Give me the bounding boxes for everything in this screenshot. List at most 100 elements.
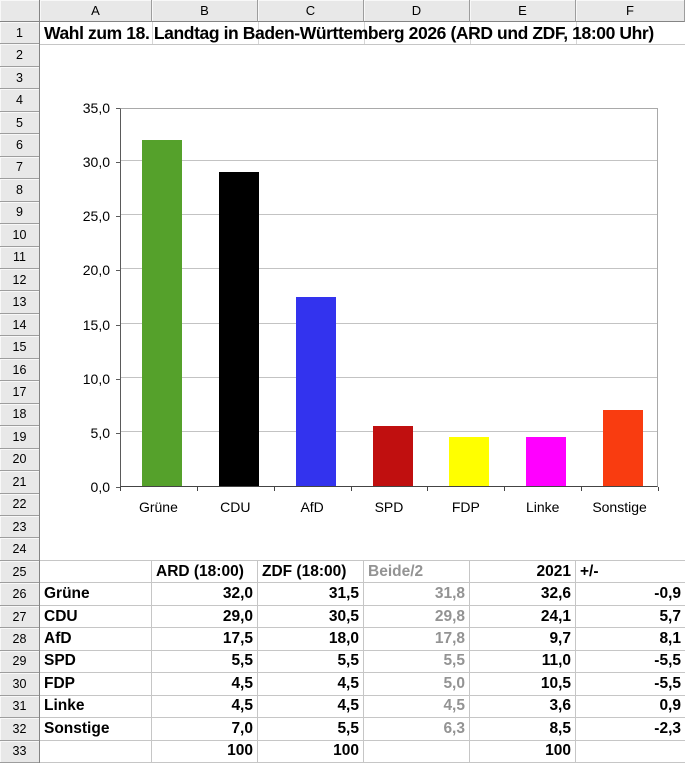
cell-D25[interactable]: Beide/2 — [364, 561, 470, 584]
row-header-11[interactable]: 11 — [0, 247, 39, 269]
row-header-22[interactable]: 22 — [0, 494, 39, 516]
cell-B26[interactable]: 32,0 — [152, 583, 258, 606]
cell-C31[interactable]: 4,5 — [258, 695, 364, 719]
cell-B32[interactable]: 7,0 — [152, 718, 258, 741]
bar-cdu[interactable] — [218, 171, 259, 486]
row-header-25[interactable]: 25 — [0, 561, 39, 584]
row-header-12[interactable]: 12 — [0, 269, 39, 292]
row-header-5[interactable]: 5 — [0, 112, 39, 135]
row-header-21[interactable]: 21 — [0, 471, 39, 494]
row-header-20[interactable]: 20 — [0, 449, 39, 472]
cell-D32[interactable]: 6,3 — [364, 718, 470, 741]
cell-B30[interactable]: 4,5 — [152, 673, 258, 696]
cell-B33[interactable]: 100 — [152, 740, 258, 763]
cell-D26[interactable]: 31,8 — [364, 583, 470, 606]
cell-F32[interactable]: -2,3 — [576, 718, 685, 741]
cell-F26[interactable]: -0,9 — [576, 583, 685, 606]
cell-B31[interactable]: 4,5 — [152, 695, 258, 719]
cell-C28[interactable]: 18,0 — [258, 628, 364, 651]
row-header-23[interactable]: 23 — [0, 516, 39, 539]
cell-E25[interactable]: 2021 — [470, 561, 576, 584]
row-header-8[interactable]: 8 — [0, 179, 39, 202]
row-header-33[interactable]: 33 — [0, 741, 39, 763]
row-header-30[interactable]: 30 — [0, 673, 39, 696]
row-header-2[interactable]: 2 — [0, 44, 39, 67]
row-header-24[interactable]: 24 — [0, 538, 39, 561]
row-header-19[interactable]: 19 — [0, 426, 39, 449]
row-header-28[interactable]: 28 — [0, 628, 39, 651]
cell-D27[interactable]: 29,8 — [364, 605, 470, 629]
row-header-9[interactable]: 9 — [0, 202, 39, 225]
cell-A30[interactable]: FDP — [40, 673, 152, 696]
cell-F25[interactable]: +/- — [576, 561, 685, 584]
row-header-14[interactable]: 14 — [0, 314, 39, 337]
row-header-13[interactable]: 13 — [0, 291, 39, 314]
column-header-C[interactable]: C — [258, 0, 364, 22]
column-header-B[interactable]: B — [152, 0, 258, 22]
row-header-15[interactable]: 15 — [0, 336, 39, 359]
row-header-27[interactable]: 27 — [0, 606, 39, 629]
cell-D29[interactable]: 5,5 — [364, 650, 470, 674]
cell-E33[interactable]: 100 — [470, 740, 576, 763]
cell-E28[interactable]: 9,7 — [470, 628, 576, 651]
row-header-6[interactable]: 6 — [0, 134, 39, 157]
election-bar-chart[interactable]: 0,0 5,0 10,0 15,0 20,0 25,0 30,0 35,0 Grüne CDU Af… — [40, 45, 685, 561]
cell-A33[interactable] — [40, 740, 152, 763]
cell-C25[interactable]: ZDF (18:00) — [258, 561, 364, 584]
select-all-corner[interactable] — [0, 0, 40, 22]
row-header-7[interactable]: 7 — [0, 157, 39, 180]
row-header-16[interactable]: 16 — [0, 359, 39, 382]
cell-B27[interactable]: 29,0 — [152, 605, 258, 629]
row-header-31[interactable]: 31 — [0, 696, 39, 719]
cell-E29[interactable]: 11,0 — [470, 650, 576, 674]
cell-F31[interactable]: 0,9 — [576, 696, 685, 719]
row-header-29[interactable]: 29 — [0, 651, 39, 674]
column-header-D[interactable]: D — [364, 0, 470, 22]
bar-afd[interactable] — [295, 296, 336, 486]
row-header-18[interactable]: 18 — [0, 404, 39, 427]
cell-C30[interactable]: 4,5 — [258, 673, 364, 696]
cell-E32[interactable]: 8,5 — [470, 718, 576, 741]
row-header-17[interactable]: 17 — [0, 381, 39, 404]
bar-sonstige[interactable] — [603, 410, 644, 486]
cell-E26[interactable]: 32,6 — [470, 583, 576, 606]
column-header-F[interactable]: F — [576, 0, 685, 22]
bar-linke[interactable] — [526, 437, 567, 486]
row-header-26[interactable]: 26 — [0, 583, 39, 606]
row-header-32[interactable]: 32 — [0, 718, 39, 741]
bar-grüne[interactable] — [142, 139, 182, 486]
cell-F29[interactable]: -5,5 — [576, 651, 685, 674]
cell-E30[interactable]: 10,5 — [470, 673, 576, 696]
sheet-title[interactable]: Wahl zum 18. Landtag in Baden-Württember… — [44, 23, 654, 43]
cell-F27[interactable]: 5,7 — [576, 606, 685, 629]
cell-B29[interactable]: 5,5 — [152, 650, 258, 674]
row-header-1[interactable]: 1 — [0, 22, 39, 45]
cell-D31[interactable]: 4,5 — [364, 695, 470, 719]
cell-C26[interactable]: 31,5 — [258, 583, 364, 606]
cell-C33[interactable]: 100 — [258, 740, 364, 763]
bar-fdp[interactable] — [449, 437, 490, 486]
cell-B28[interactable]: 17,5 — [152, 628, 258, 651]
cell-C27[interactable]: 30,5 — [258, 605, 364, 629]
bar-spd[interactable] — [372, 426, 413, 486]
cell-E31[interactable]: 3,6 — [470, 695, 576, 719]
column-header-E[interactable]: E — [470, 0, 576, 22]
cell-A29[interactable]: SPD — [40, 650, 152, 674]
cell-A31[interactable]: Linke — [40, 695, 152, 719]
cell-A26[interactable]: Grüne — [40, 583, 152, 606]
cell-F28[interactable]: 8,1 — [576, 628, 685, 651]
cell-A28[interactable]: AfD — [40, 628, 152, 651]
cell-C29[interactable]: 5,5 — [258, 650, 364, 674]
cell-A27[interactable]: CDU — [40, 605, 152, 629]
cell-A25[interactable] — [40, 561, 152, 584]
column-header-A[interactable]: A — [40, 0, 152, 22]
cell-E27[interactable]: 24,1 — [470, 605, 576, 629]
row-header-10[interactable]: 10 — [0, 224, 39, 247]
cell-C32[interactable]: 5,5 — [258, 718, 364, 741]
cell-D28[interactable]: 17,8 — [364, 628, 470, 651]
cell-D33[interactable] — [364, 740, 470, 763]
row-header-4[interactable]: 4 — [0, 89, 39, 112]
cell-A32[interactable]: Sonstige — [40, 718, 152, 741]
row-header-3[interactable]: 3 — [0, 67, 39, 90]
cell-D30[interactable]: 5,0 — [364, 673, 470, 696]
